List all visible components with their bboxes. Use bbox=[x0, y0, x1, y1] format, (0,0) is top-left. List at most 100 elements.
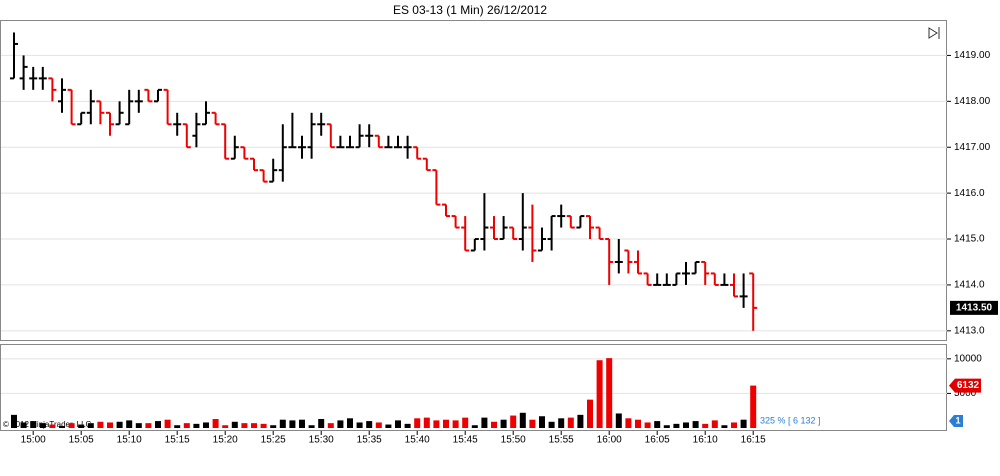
copyright: © 2012 NinjaTrader, LLC bbox=[3, 420, 92, 429]
x-tick-label: 15:30 bbox=[309, 435, 334, 446]
volume-bar bbox=[721, 425, 728, 428]
volume-bar bbox=[366, 421, 373, 428]
y-tick-label: 10000 bbox=[954, 353, 982, 364]
volume-bar bbox=[663, 425, 670, 428]
volume-bar bbox=[135, 423, 142, 428]
volume-bar bbox=[606, 358, 613, 428]
x-tick-label: 15:00 bbox=[21, 435, 46, 446]
volume-bar bbox=[203, 422, 209, 428]
volume-bar bbox=[87, 423, 94, 428]
volume-bar bbox=[510, 415, 517, 428]
y-tick-label: 5000 bbox=[954, 388, 977, 399]
volume-bar bbox=[164, 419, 171, 428]
volume-bar bbox=[251, 423, 257, 428]
volume-bar bbox=[491, 421, 497, 428]
volume-bar bbox=[414, 418, 421, 428]
volume-bar bbox=[30, 421, 37, 428]
volume-bar bbox=[375, 422, 382, 428]
volume-bar bbox=[193, 423, 200, 428]
volume-bar bbox=[471, 425, 478, 428]
volume-bar bbox=[558, 418, 565, 428]
scroll-icon[interactable] bbox=[928, 27, 940, 39]
volume-bar bbox=[116, 421, 123, 428]
volume-bar bbox=[174, 425, 181, 428]
volume-bar bbox=[692, 421, 699, 428]
volume-bar bbox=[155, 421, 161, 428]
volume-bar bbox=[443, 419, 449, 428]
price-pane bbox=[0, 20, 947, 341]
volume-bar bbox=[222, 425, 229, 428]
x-tick-label: 15:15 bbox=[165, 435, 190, 446]
chart-title: ES 03-13 (1 Min) 26/12/2012 bbox=[393, 3, 547, 17]
x-tick-label: 16:05 bbox=[645, 435, 670, 446]
volume-bar bbox=[519, 412, 526, 428]
volume-bar bbox=[327, 423, 334, 428]
y-tick-label: 1418.00 bbox=[954, 96, 991, 107]
volume-bar bbox=[567, 417, 574, 428]
volume-bar bbox=[404, 423, 411, 428]
volume-bar bbox=[107, 422, 113, 428]
volume-annotation: 325 % [ 6 132 ] bbox=[760, 415, 821, 425]
volume-marker-label: 6132 bbox=[957, 380, 980, 391]
volume-bar bbox=[241, 423, 248, 428]
volume-bar bbox=[59, 425, 65, 428]
volume-bar bbox=[731, 422, 737, 428]
x-tick-label: 16:10 bbox=[693, 435, 718, 446]
volume-bar bbox=[433, 420, 440, 428]
x-tick-label: 15:35 bbox=[357, 435, 382, 446]
y-tick-label: 1416.0 bbox=[954, 188, 985, 199]
volume-bar bbox=[270, 425, 277, 428]
volume-pane bbox=[0, 344, 947, 431]
x-tick-label: 15:40 bbox=[405, 435, 430, 446]
x-tick-label: 15:10 bbox=[117, 435, 142, 446]
x-tick-label: 15:05 bbox=[69, 435, 94, 446]
volume-bar bbox=[68, 423, 75, 428]
volume-bar bbox=[39, 423, 46, 428]
volume-bar bbox=[635, 419, 641, 428]
volume-bar bbox=[577, 414, 584, 428]
volume-bar bbox=[740, 419, 747, 428]
volume-bar bbox=[654, 421, 661, 428]
volume-bar bbox=[548, 421, 555, 428]
volume-bar bbox=[750, 385, 757, 428]
volume-bar bbox=[318, 419, 325, 428]
volume-bar bbox=[539, 416, 545, 428]
volume-bar bbox=[212, 419, 219, 428]
volume-bar bbox=[308, 425, 315, 428]
x-tick-label: 15:25 bbox=[261, 435, 286, 446]
volume-bar bbox=[279, 419, 286, 428]
y-tick-label: 1419.00 bbox=[954, 50, 991, 61]
volume-bar bbox=[683, 422, 689, 428]
volume-bar bbox=[500, 419, 507, 428]
volume-bar bbox=[78, 424, 85, 428]
volume-bar bbox=[702, 423, 709, 428]
y-tick-label: 1414.0 bbox=[954, 280, 985, 291]
volume-bar bbox=[423, 417, 430, 428]
volume-bar bbox=[299, 419, 305, 428]
volume-bar bbox=[385, 424, 392, 428]
volume-bar bbox=[97, 421, 104, 428]
x-tick-label: 15:45 bbox=[453, 435, 478, 446]
volume-marker bbox=[949, 378, 981, 393]
volume-bar bbox=[11, 414, 17, 428]
y-tick-label: 1413.0 bbox=[954, 325, 985, 336]
volume-bar bbox=[260, 423, 267, 428]
volume-bar bbox=[625, 418, 632, 428]
volume-bar bbox=[644, 422, 651, 428]
volume-bar bbox=[462, 417, 469, 428]
volume-bar bbox=[481, 417, 488, 428]
volume-bar bbox=[231, 421, 238, 428]
x-tick-label: 15:50 bbox=[501, 435, 526, 446]
volume-bar bbox=[49, 424, 56, 428]
price-marker-label: 1413.50 bbox=[956, 303, 993, 314]
volume-bar bbox=[395, 420, 401, 428]
volume-bar bbox=[289, 420, 296, 428]
y-tick-label: 1417.00 bbox=[954, 142, 991, 153]
volume-bar bbox=[183, 423, 190, 428]
volume-bar bbox=[615, 413, 622, 428]
volume-bar bbox=[20, 422, 27, 428]
volume-bar bbox=[145, 423, 152, 428]
volume-bar bbox=[596, 360, 603, 428]
volume-bar bbox=[711, 420, 718, 428]
